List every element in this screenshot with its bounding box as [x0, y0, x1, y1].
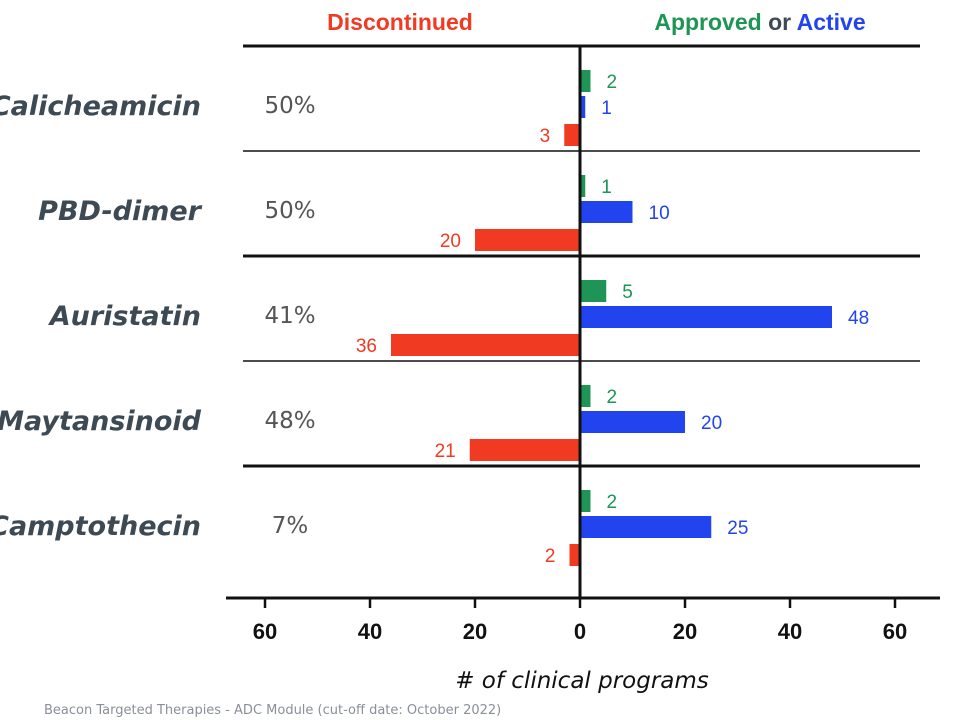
value-label-discontinued: 20	[440, 231, 461, 252]
header-active: Active	[797, 9, 866, 35]
bar-approved	[580, 175, 586, 197]
x-tick-label: 20	[463, 619, 487, 644]
value-label-discontinued: 2	[545, 546, 556, 567]
bar-approved	[580, 70, 591, 92]
x-tick-label: 40	[358, 619, 382, 644]
value-label-approved: 2	[607, 492, 618, 513]
header-approved: Approved	[654, 9, 761, 35]
value-label-active: 1	[601, 98, 612, 119]
source-note: Beacon Targeted Therapies - ADC Module (…	[44, 703, 501, 718]
header-or: or	[768, 9, 791, 35]
x-axis-label: # of clinical programs	[455, 668, 709, 694]
category-label: Auristatin	[48, 301, 201, 332]
value-label-approved: 2	[607, 387, 618, 408]
bar-discontinued	[564, 124, 580, 146]
percentage-label: 50%	[264, 93, 315, 119]
percentage-label: 48%	[264, 408, 315, 434]
x-tick-label: 60	[883, 619, 907, 644]
value-label-discontinued: 21	[435, 441, 456, 462]
bar-approved	[580, 280, 607, 302]
bar-active	[580, 411, 685, 433]
bar-discontinued	[475, 229, 580, 251]
percentage-label: 41%	[264, 303, 315, 329]
category-label: PBD-dimer	[38, 196, 203, 227]
value-label-approved: 1	[601, 177, 612, 198]
value-label-active: 25	[727, 518, 748, 539]
value-label-active: 48	[848, 308, 869, 329]
value-label-approved: 2	[607, 72, 618, 93]
bar-approved	[580, 385, 591, 407]
bar-discontinued	[569, 544, 580, 566]
category-label: Calicheamicin	[0, 91, 201, 122]
bar-active	[580, 201, 633, 223]
value-label-discontinued: 3	[540, 126, 551, 147]
value-label-approved: 5	[622, 282, 633, 303]
bar-approved	[580, 490, 591, 512]
x-tick-label: 60	[253, 619, 277, 644]
bar-active	[580, 306, 832, 328]
bar-discontinued	[391, 334, 580, 356]
percentage-label: 7%	[272, 513, 309, 539]
category-label: Maytansinoid	[0, 406, 202, 437]
header-approved-or-active: Approved or Active	[654, 9, 865, 35]
bar-discontinued	[469, 439, 580, 461]
x-tick-label: 0	[574, 619, 586, 644]
x-tick-label: 40	[778, 619, 802, 644]
x-tick-label: 20	[673, 619, 697, 644]
bar-active	[580, 516, 712, 538]
bar-active	[580, 96, 586, 118]
value-label-discontinued: 36	[356, 336, 377, 357]
value-label-active: 10	[649, 203, 670, 224]
value-label-active: 20	[701, 413, 722, 434]
header-discontinued: Discontinued	[327, 9, 473, 35]
percentage-label: 50%	[264, 198, 315, 224]
category-label: Camptothecin	[0, 511, 201, 542]
